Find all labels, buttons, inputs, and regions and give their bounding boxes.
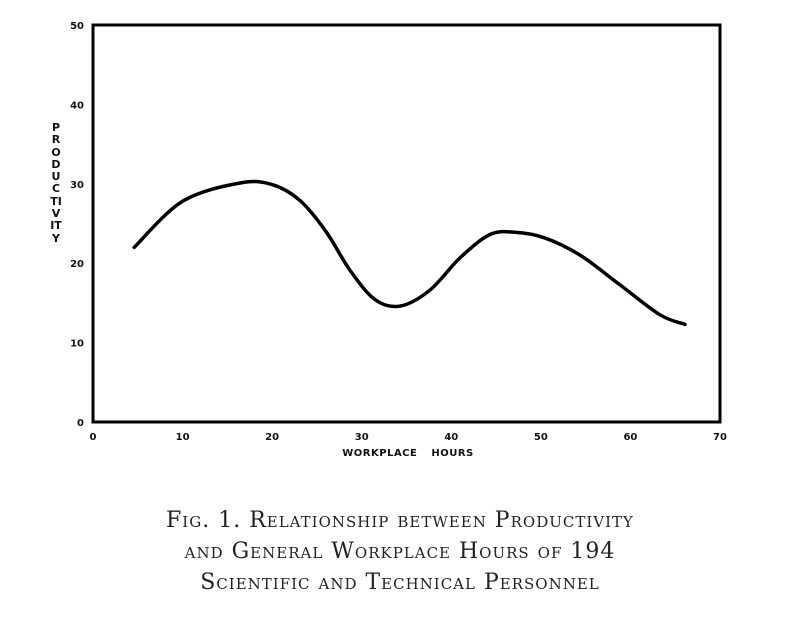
y-tick-label: 20: [70, 259, 84, 270]
figure-caption: Fig. 1. Relationship between Productivit…: [0, 505, 800, 598]
y-axis-label: PRODUCTIVITY: [50, 121, 62, 245]
x-tick-label: 0: [90, 432, 97, 443]
plot-frame: [91, 23, 722, 424]
x-tick-label: 70: [713, 432, 727, 443]
y-tick-label: 40: [70, 100, 84, 111]
caption-line-3: Scientific and Technical Personnel: [200, 570, 600, 595]
caption-line-2: and General Workplace Hours of 194: [184, 539, 616, 564]
y-tick-label: 50: [70, 21, 84, 32]
y-tick-label: 0: [77, 418, 84, 429]
y-tick-label: 30: [70, 180, 84, 191]
x-tick-label: 50: [534, 432, 548, 443]
x-tick-label: 20: [265, 432, 279, 443]
y-tick-label: 10: [70, 339, 84, 350]
x-tick-label: 60: [623, 432, 637, 443]
x-tick-label: 10: [176, 432, 190, 443]
productivity-curve: [132, 179, 687, 327]
x-axis-label: WORKPLACE HOURS: [342, 448, 474, 459]
x-tick-label: 40: [444, 432, 458, 443]
x-tick-label: 30: [355, 432, 369, 443]
caption-line-1: Fig. 1. Relationship between Productivit…: [166, 508, 634, 533]
